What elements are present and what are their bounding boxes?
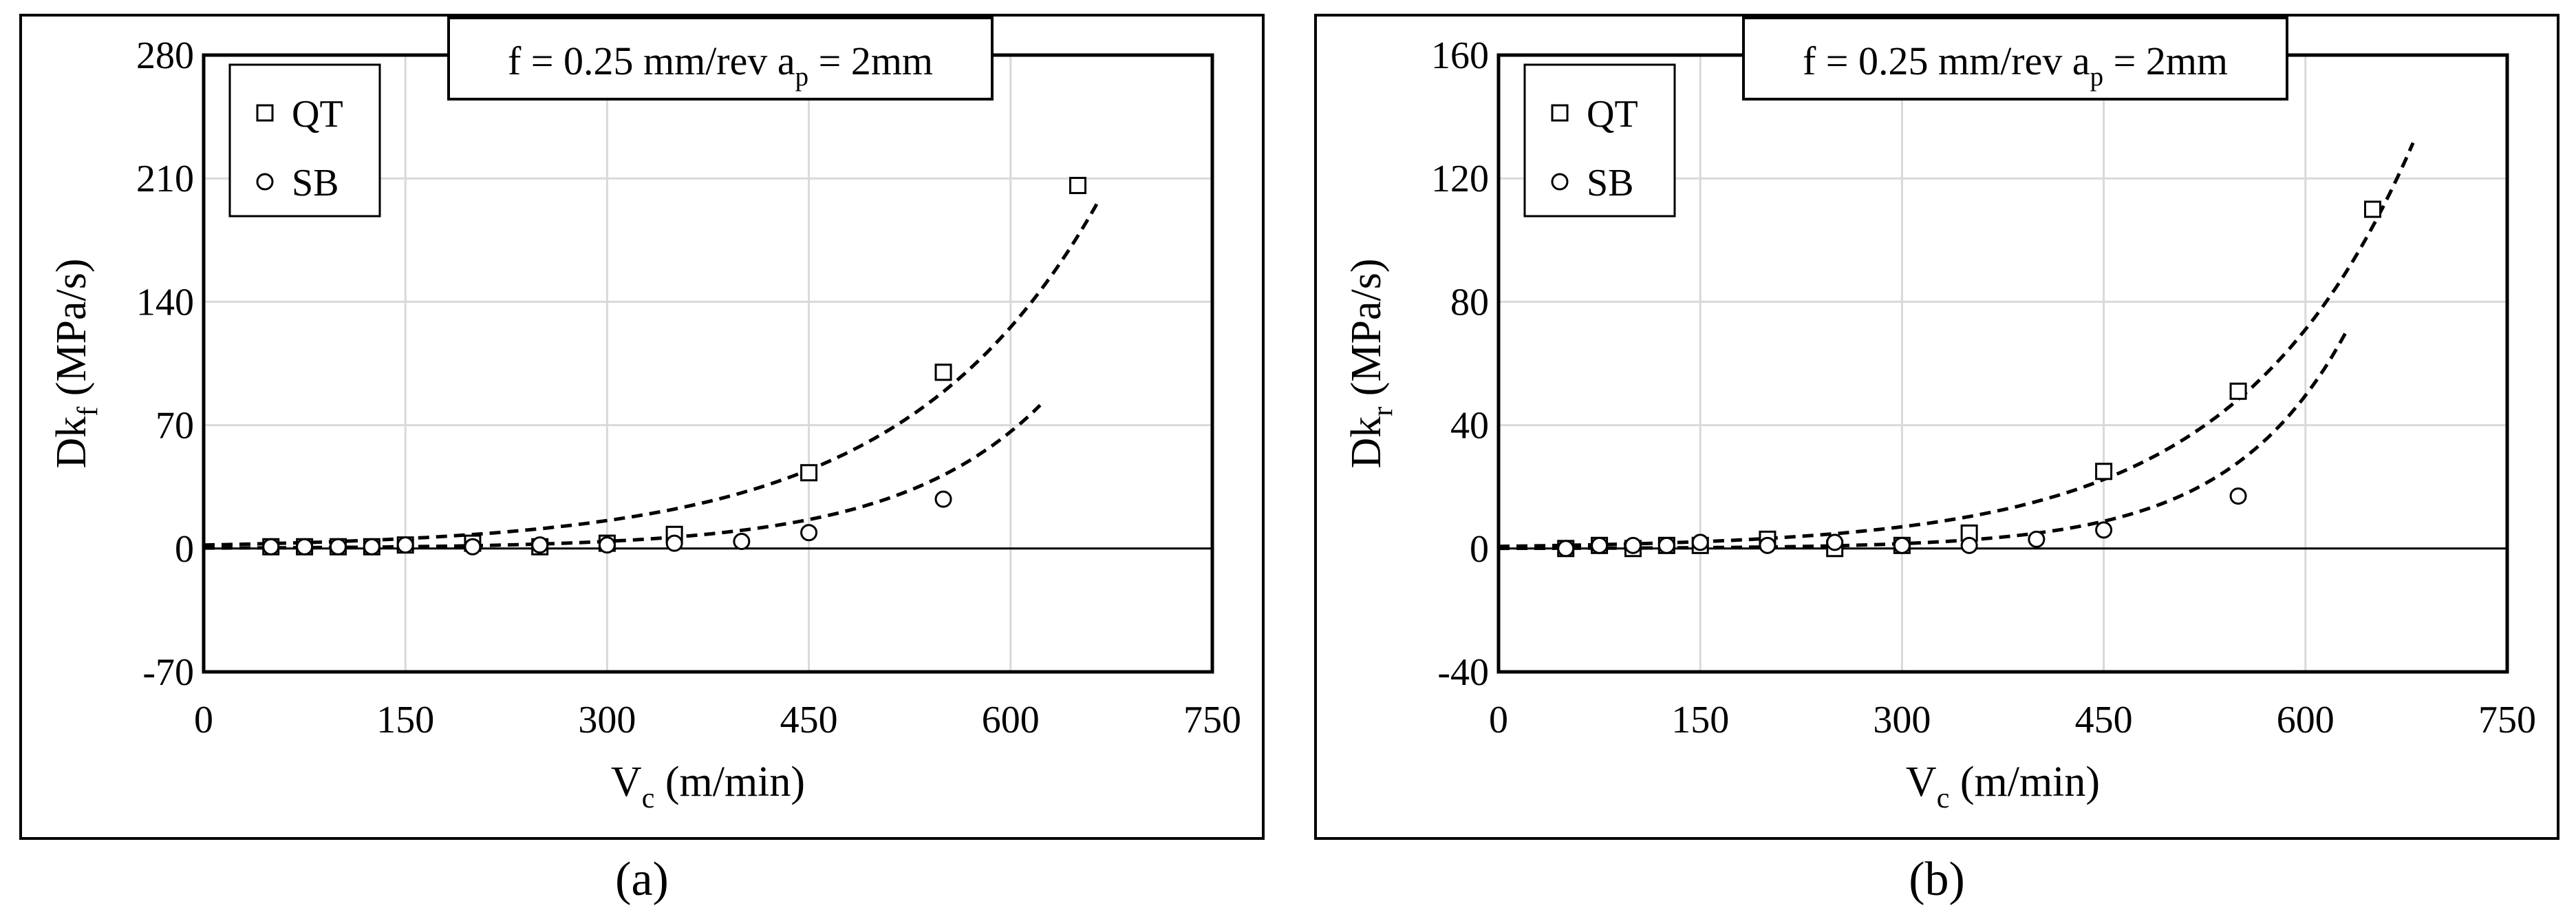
data-point-sb [1591, 536, 1609, 554]
x-tick-label: 150 [1671, 699, 1729, 741]
x-tick-label: 600 [982, 699, 1040, 741]
data-point-sb [1759, 536, 1777, 554]
trend-line-sb [203, 403, 1042, 550]
data-point-sb [1826, 534, 1844, 551]
legend-marker-qt [1551, 104, 1569, 122]
x-tick-label: 750 [2478, 699, 2536, 741]
data-point-sb [296, 538, 314, 556]
y-tick-label: 210 [136, 158, 194, 200]
x-tick-label: 450 [2075, 699, 2133, 741]
trend-line-qt [203, 201, 1100, 547]
data-point-sb [1960, 536, 1978, 554]
data-point-sb [800, 524, 818, 542]
data-point-sb [396, 536, 414, 554]
data-point-sb [934, 490, 952, 508]
chart-title: f = 0.25 mm/rev ap = 2mm [1803, 39, 2228, 92]
data-point-qt [2229, 382, 2247, 400]
data-point-sb [665, 534, 683, 552]
data-point-qt [800, 464, 818, 482]
legend-label-sb: SB [1587, 162, 1634, 204]
y-tick-label: 40 [1450, 405, 1489, 447]
x-tick-label: 750 [1183, 699, 1241, 741]
y-tick-label: 80 [1450, 281, 1489, 324]
y-tick-label: 280 [136, 34, 194, 77]
data-point-sb [1557, 540, 1575, 558]
data-point-sb [329, 538, 347, 556]
data-point-qt [1069, 176, 1087, 194]
data-point-sb [363, 538, 380, 556]
chart-panel-a: 0 150 300 450 600 750 280 210 140 70 0 -70 Vc (m/min… [19, 14, 1265, 840]
legend-box [1523, 63, 1676, 218]
x-axis-label: Vc (m/min) [1906, 759, 2100, 814]
data-point-sb [2229, 487, 2247, 505]
y-axis-label: Dkr (MPa/s) [1343, 258, 1399, 468]
caption-a: (a) [615, 853, 669, 906]
trend-line-qt [1498, 142, 2415, 549]
legend-label-sb: SB [292, 162, 339, 204]
data-point-qt [934, 363, 952, 381]
title-box [1742, 17, 2288, 101]
legend-marker-sb [1551, 173, 1569, 191]
data-point-sb [2028, 530, 2046, 548]
legend-label-qt: QT [292, 93, 343, 136]
data-point-sb [1624, 536, 1642, 554]
chart-panel-b: 0 150 300 450 600 750 160 120 80 40 0 -40 Vc (m/min)… [1314, 14, 2559, 840]
data-point-sb [1691, 534, 1709, 551]
data-point-qt [2364, 200, 2382, 218]
y-tick-label: 120 [1431, 158, 1489, 200]
trend-line-sb [1499, 331, 2348, 551]
y-tick-label: -70 [142, 651, 194, 694]
x-tick-label: 0 [1489, 699, 1508, 741]
legend-marker-sb [256, 173, 274, 191]
y-tick-label: 70 [155, 405, 194, 447]
chart-title: f = 0.25 mm/rev ap = 2mm [508, 39, 933, 92]
title-box [447, 17, 994, 101]
legend-box [228, 63, 381, 218]
data-point-sb [531, 536, 549, 554]
y-tick-label: -40 [1437, 651, 1489, 694]
data-point-qt [2095, 463, 2113, 480]
y-tick-label: 160 [1431, 34, 1489, 77]
x-tick-label: 450 [780, 699, 838, 741]
x-tick-label: 0 [194, 699, 213, 741]
x-tick-label: 600 [2277, 699, 2334, 741]
x-tick-label: 150 [376, 699, 434, 741]
y-axis-label: Dkf (MPa/s) [48, 258, 104, 468]
data-point-sb [1657, 536, 1675, 554]
data-point-sb [2095, 521, 2113, 539]
data-point-sb [464, 538, 482, 556]
y-tick-label: 0 [175, 528, 194, 571]
data-point-sb [598, 536, 616, 554]
data-point-sb [262, 538, 280, 556]
data-point-sb [1893, 536, 1911, 554]
x-axis-label: Vc (m/min) [611, 759, 805, 814]
caption-b: (b) [1909, 853, 1965, 906]
x-tick-label: 300 [1873, 699, 1931, 741]
y-tick-label: 0 [1470, 528, 1489, 571]
legend-label-qt: QT [1587, 93, 1638, 136]
legend-marker-qt [256, 104, 274, 122]
y-tick-label: 140 [136, 281, 194, 324]
data-point-sb [733, 533, 751, 551]
x-tick-label: 300 [578, 699, 636, 741]
